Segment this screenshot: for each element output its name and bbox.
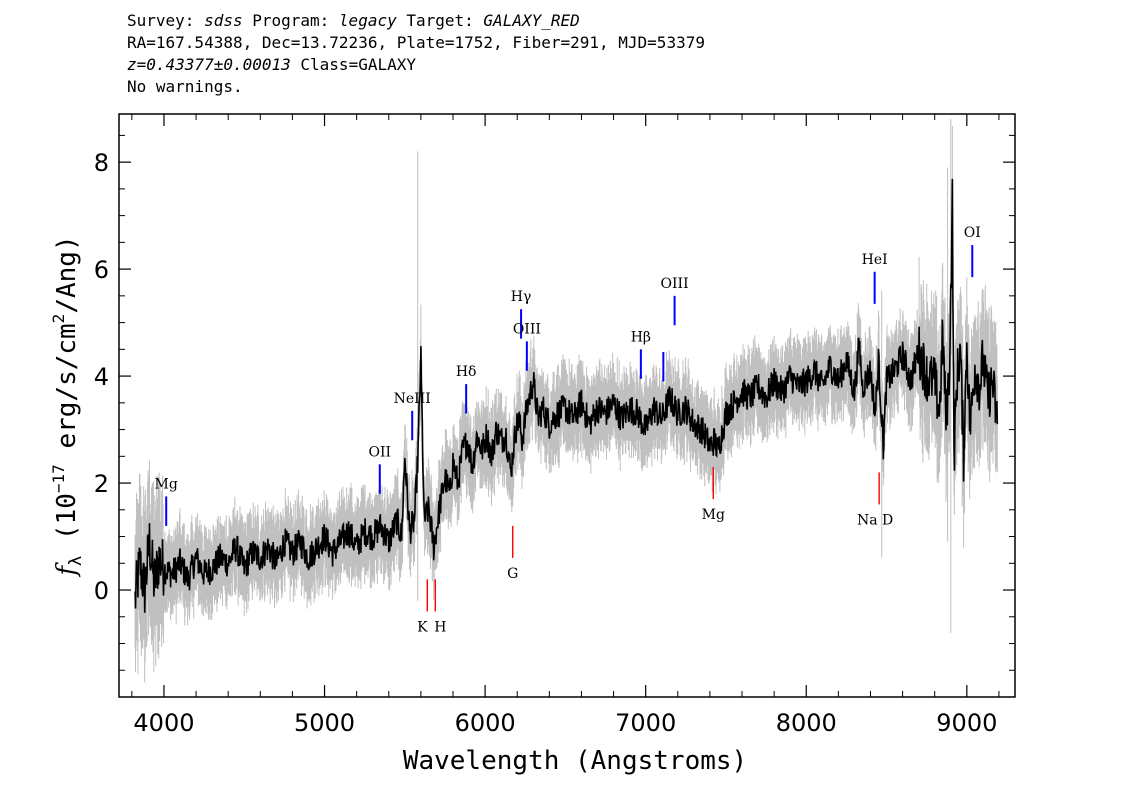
line-label: OI [964,225,981,241]
target-label: Target: [396,11,484,30]
y-tick-label: 6 [94,256,109,284]
line-label: OIII [513,321,541,337]
y-axis-label: fλ (10−17 erg/s/cm2/Ang) [49,235,86,577]
line-label: OIII [661,276,689,292]
header-line-warnings: No warnings. [127,77,243,96]
line-label: K [417,619,428,635]
y-tick-label: 2 [94,470,109,498]
ylabel-lambda: λ [66,556,86,566]
x-tick-label: 6000 [455,709,516,737]
x-tick-label: 5000 [294,709,355,737]
line-label: Hγ [511,289,532,305]
x-tick-label: 7000 [615,709,676,737]
line-label: Na D [857,512,893,528]
header-line-coordinates: RA=167.54388, Dec=13.72236, Plate=1752, … [127,33,705,52]
line-label: G [507,566,518,582]
survey-label: Survey: [127,11,205,30]
plot-border [118,113,1016,698]
y-tick-label: 8 [94,149,109,177]
line-label: Hβ [631,329,651,345]
x-tick-label: 4000 [133,709,194,737]
x-tick-label: 9000 [936,709,997,737]
plot-frame [118,113,1016,698]
line-label: Hδ [456,364,477,380]
target-value: GALAXY_RED [483,11,580,30]
program-label: Program: [242,11,339,30]
line-label: Mg [702,507,725,523]
program-value: legacy [338,11,397,30]
redshift-value: z=0.43377±0.00013 [127,55,291,74]
data-layer [134,119,999,683]
line-label: H [434,619,446,635]
flux-series [134,178,999,613]
header-line-redshift: z=0.43377±0.00013 Class=GALAXY [127,54,705,76]
ylabel-sup: 2 [49,314,68,324]
header-line-survey: Survey: sdss Program: legacy Target: GAL… [127,10,705,32]
ylabel-part: erg/s/cm [52,323,82,464]
ylabel-part: /Ang) [52,235,82,313]
spectrum-header: Survey: sdss Program: legacy Target: GAL… [127,10,705,98]
line-label: NeIII [394,391,431,407]
axis-ticks: 4000 5000 6000 7000 8000 9000 0 2 4 6 8 [94,114,1015,737]
ylabel-part: (10 [52,493,82,556]
line-label: Mg [155,476,178,492]
line-label: HeI [862,252,888,268]
axis-labels: Wavelength (Angstroms) fλ (10−17 erg/s/cm… [49,235,747,776]
x-axis-label: Wavelength (Angstroms) [403,746,747,776]
x-tick-label: 8000 [776,709,837,737]
ylabel-exp: −17 [49,464,68,493]
y-tick-label: 0 [94,577,109,605]
line-label: OII [368,444,391,460]
spectral-line-markers: Mg OII NeIII Hδ Hγ OIII Hβ OIII HeI OI K H G Mg Na D [155,225,981,635]
survey-value: sdss [204,11,243,30]
y-tick-label: 4 [94,363,109,391]
class-value: Class=GALAXY [290,55,416,74]
